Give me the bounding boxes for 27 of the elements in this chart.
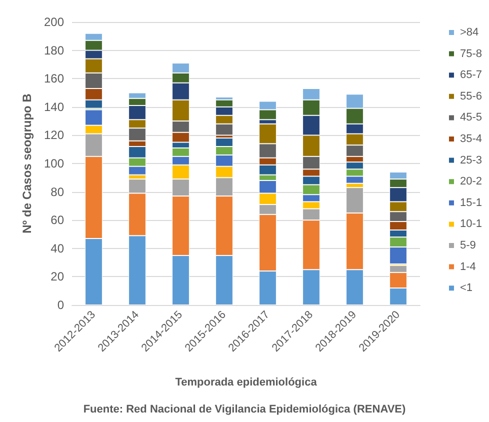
legend-label: 35-4 (460, 133, 482, 145)
legend-label: 25-3 (460, 154, 482, 166)
y-tick-label: 20 (50, 270, 64, 284)
source-note: Fuente: Red Nacional de Vigilancia Epidemiológica (RENAVE) (83, 404, 406, 416)
legend-label: 5-9 (460, 240, 476, 252)
y-tick-label: 180 (44, 43, 64, 58)
y-tick-label: 140 (44, 100, 64, 114)
legend-label: 20-2 (460, 176, 482, 188)
legend-label: 45-5 (460, 112, 482, 124)
legend-label: <1 (460, 282, 473, 294)
y-tick-label: 200 (44, 15, 64, 29)
legend-label: 65-7 (460, 69, 482, 82)
x-axis-title: Temporada epidemiológica (175, 376, 318, 388)
legend-label: 15-1 (460, 196, 482, 209)
legend-label: 75-8 (460, 48, 482, 60)
legend-label: 1-4 (460, 260, 476, 273)
y-tick-label: 40 (50, 241, 64, 256)
y-tick-label: 100 (44, 156, 64, 170)
legend-label: 10-1 (460, 218, 482, 230)
y-tick-label: 80 (50, 184, 64, 199)
y-axis-title: Nº de Casos seogrupo B (20, 93, 34, 234)
y-tick-label: 60 (50, 213, 64, 228)
legend-label: >84 (460, 26, 479, 38)
y-tick-label: 160 (44, 72, 64, 86)
legend-label: 55-6 (460, 90, 482, 102)
y-tick-label: 0 (57, 298, 64, 312)
y-tick-label: 120 (44, 128, 64, 142)
